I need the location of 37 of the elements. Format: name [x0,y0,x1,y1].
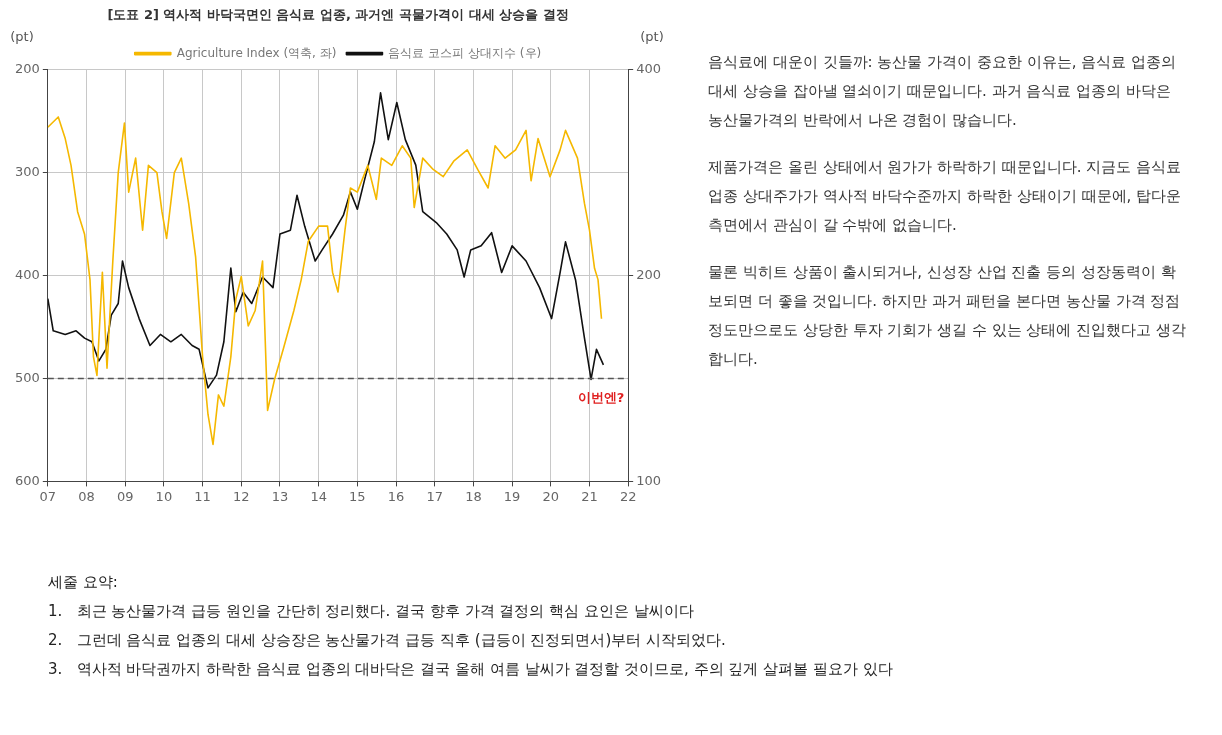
y-axis-title: (pt) [10,28,34,44]
y2-tick-label: 100 [636,472,662,488]
text: 물론 빅히트 상품이 출시되거나, 신성장 산업 진출 등의 성장동력이 확보되면 더 좋을 것입니다. 하지만 과거 패턴을 본다면 농산물 가격 정점 정도만으로도 상당한 투자 기회가 생길 수 있는 상태에 진입했다고 생각합니다. [708,262,1187,370]
x-tick-label: 08 [78,488,95,504]
y2-tick-label: 400 [636,60,662,76]
x-tick-label: 13 [271,488,289,504]
x-tick-label: 12 [233,488,250,504]
x-tick-label: 18 [465,488,482,504]
text: 세줄 요약: [48,572,119,593]
y2-tick-label: 200 [636,266,662,282]
x-tick-label: 17 [426,488,443,504]
x-tick-label: 21 [581,488,598,504]
x-tick-label: 15 [349,488,366,504]
x-tick-label: 19 [503,488,521,504]
text: 제품가격은 올린 상태에서 원가가 하락하기 때문입니다. 지금도 음식료 업종 상대주가가 역사적 바닥수준까지 하락한 상태이기 때문에, 탑다운 측면에서 관심이 갈 수밖에 없습니다. [708,157,1183,236]
y-tick-label: 200 [14,60,40,76]
legend-label: Agriculture Index (역축, 좌) [176,45,337,60]
y2-axis-title: (pt) [640,28,664,44]
x-tick-label: 07 [39,488,57,504]
text: 2. 그런데 음식료 업종의 대세 상승장은 농산물가격 급등 직후 (급등이 진정되면서)부터 시작되었다. [48,630,727,651]
x-tick-label: 16 [387,488,405,504]
x-tick-label: 14 [310,488,327,504]
text: 3. 역사적 바닥권까지 하락한 음식료 업종의 대바닥은 결국 올해 여름 날씨가 결정할 것이므로, 주의 깊게 살펴볼 필요가 있다 [48,659,894,680]
text: 음식료에 대운이 깃들까: 농산물 가격이 중요한 이유는, 음식료 업종의 대세 상승을 잡아낼 열쇠이기 때문입니다. 과거 음식료 업종의 바닥은 농산물가격의 반락에서 나온 경험이 많습니다. [708,52,1177,131]
annotation: 이번엔? [577,390,625,406]
legend-label: 음식료 코스피 상대지수 (우) [388,45,542,60]
x-tick-label: 09 [116,488,134,504]
x-tick-label: 20 [542,488,560,504]
x-tick-label: 10 [155,488,173,504]
x-tick-label: 11 [194,488,211,504]
y-tick-label: 600 [14,472,40,488]
chart-title: [도표 2] 역사적 바닥국면인 음식료 업종, 과거엔 곡물가격이 대세 상승을 결정 [107,7,569,23]
x-tick-label: 22 [619,488,637,504]
y-tick-label: 400 [14,266,40,282]
text: 1. 최근 농산물가격 급등 원인을 간단히 정리했다. 결국 향후 가격 결정의 핵심 요인은 날씨이다 [48,601,695,622]
y-tick-label: 300 [14,163,40,179]
y-tick-label: 500 [14,369,40,385]
